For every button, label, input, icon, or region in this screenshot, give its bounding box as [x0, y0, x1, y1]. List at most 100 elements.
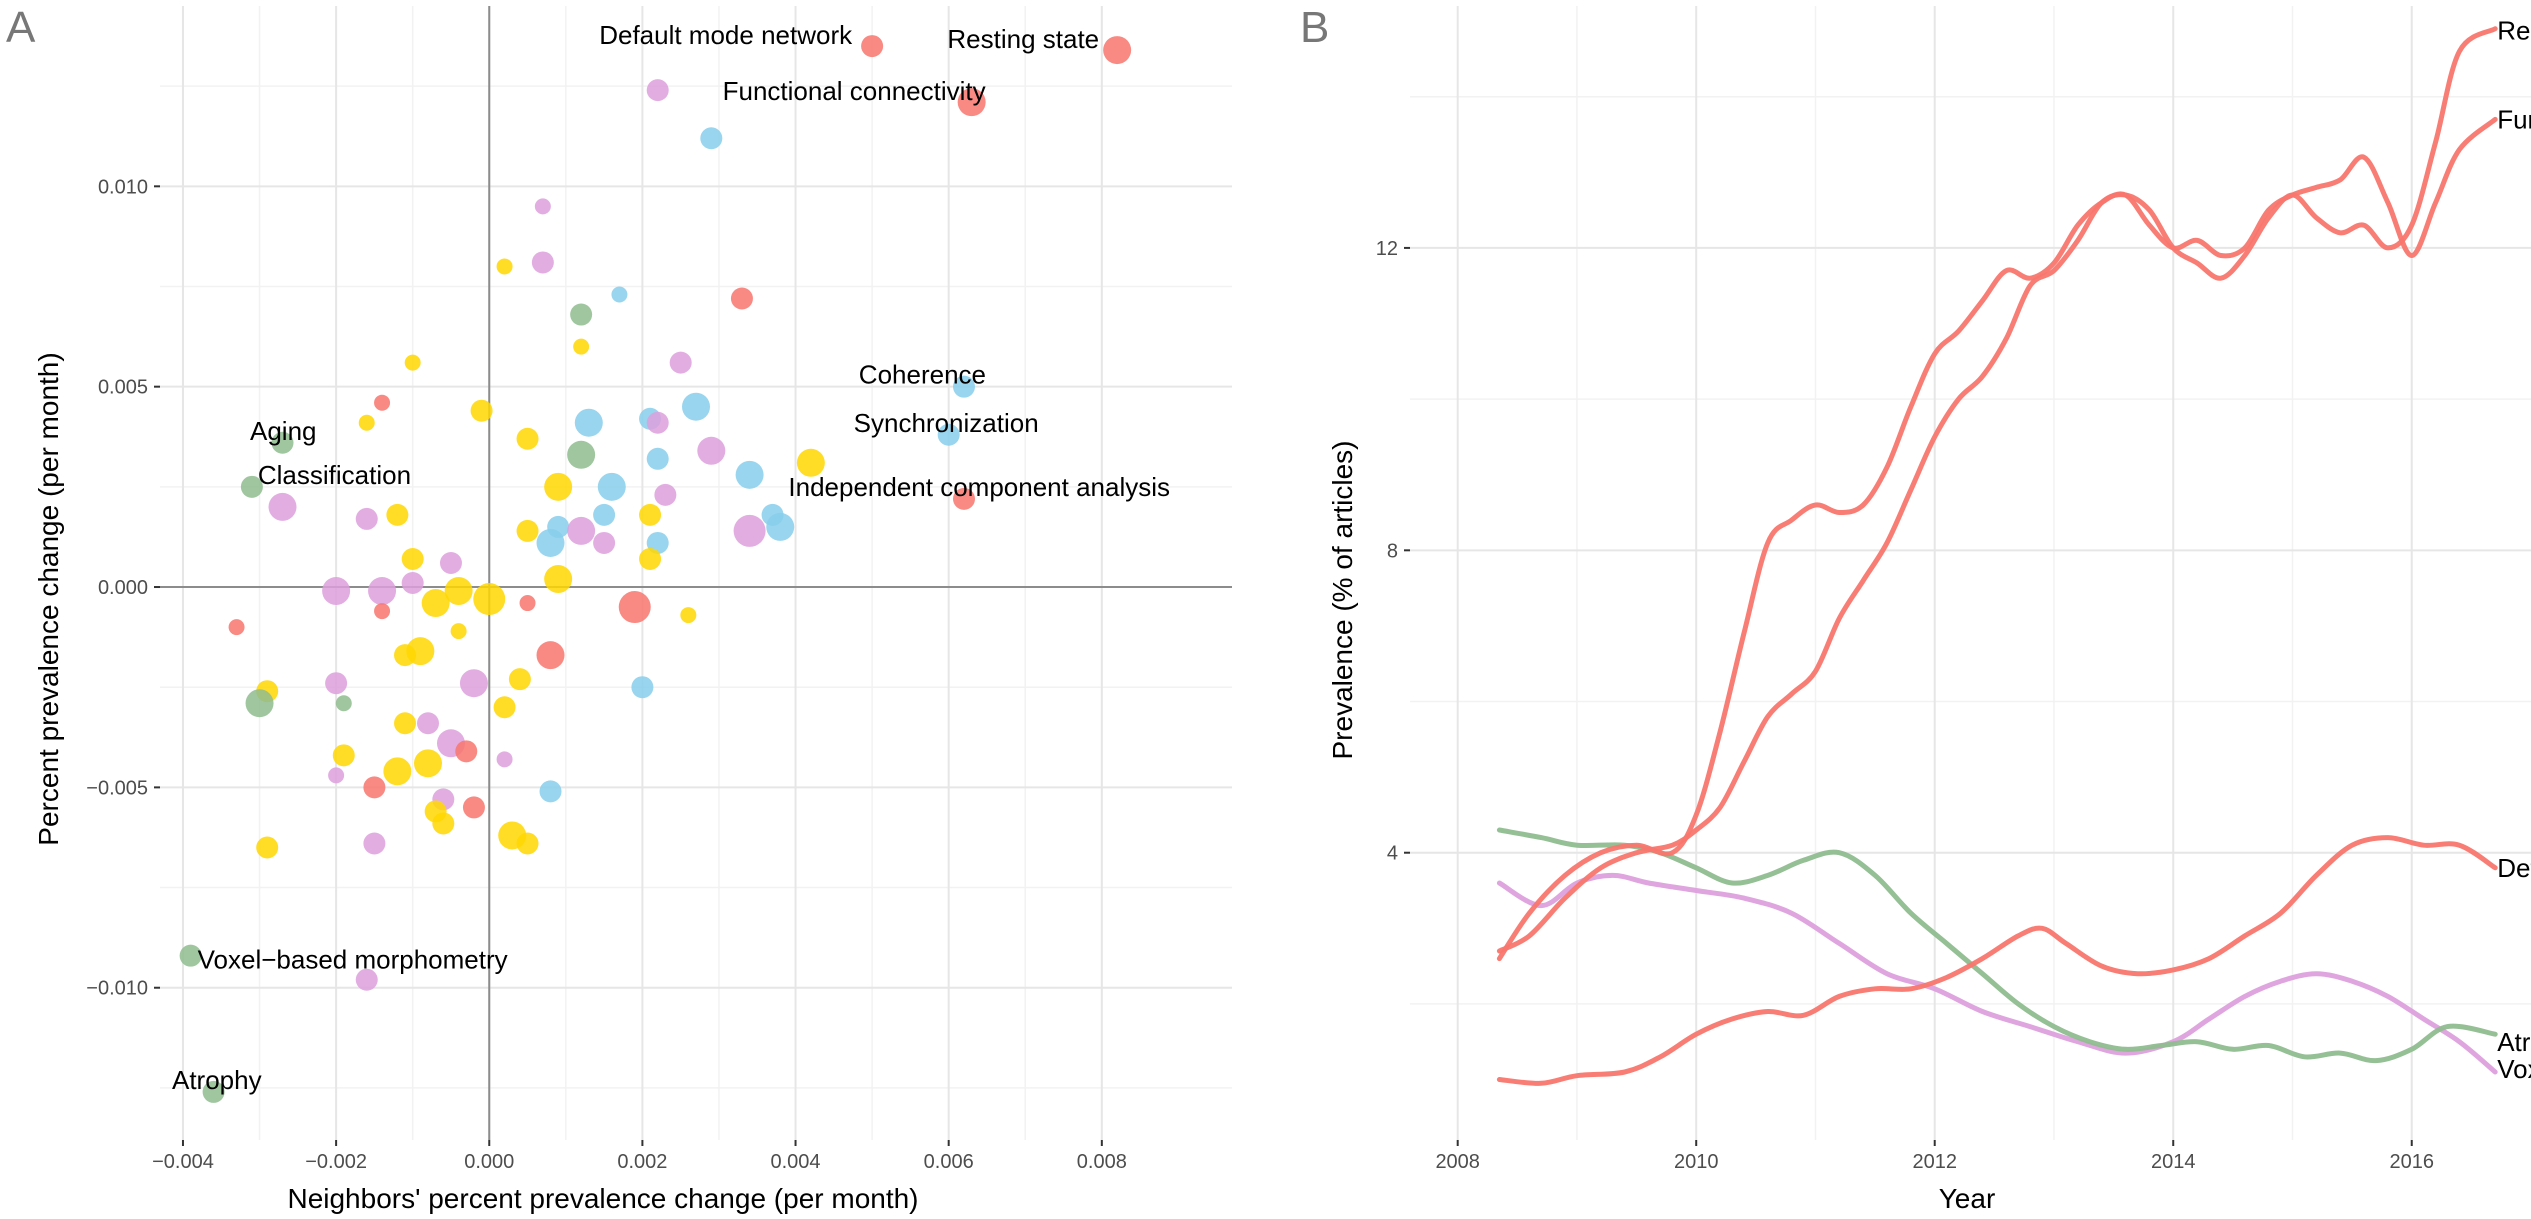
scatter-point-blue: [682, 392, 710, 421]
panel-b-y-tick-label: 4: [1387, 843, 1398, 865]
panel-a-points: [179, 35, 1132, 1103]
panel-a-y-tick-label: 0.000: [98, 577, 148, 599]
panel-a-letter: A: [6, 3, 36, 52]
scatter-point-yellow: [394, 712, 417, 735]
panel-a-y-tick-label: −0.005: [86, 777, 148, 799]
scatter-point-yellow: [450, 623, 467, 640]
scatter-point-red: [618, 591, 651, 624]
series-line-atrophy: [1496, 827, 2498, 1064]
point-label-synchronization: Synchronization: [854, 408, 1039, 438]
scatter-point-yellow: [639, 503, 662, 526]
scatter-point-purple: [534, 198, 551, 215]
series-label-functional-connectivity: Functional connectivity: [2497, 104, 2531, 134]
scatter-point-yellow: [386, 503, 409, 526]
panel-a-y-tick-label: 0.005: [98, 377, 148, 399]
scatter-point-blue: [735, 460, 764, 489]
panel-b-series-labels: Resting state Functional connectivity Defa…: [2497, 16, 2531, 1084]
point-label-aging: Aging: [250, 416, 317, 446]
series-line-resting-state: [1496, 26, 2498, 954]
scatter-point-yellow: [406, 637, 435, 666]
scatter-point-blue: [937, 423, 960, 446]
scatter-point-purple: [646, 411, 669, 434]
scatter-point-yellow: [256, 836, 279, 859]
scatter-point-red: [957, 88, 986, 117]
panel-a-x-tick-label: 0.002: [617, 1151, 667, 1173]
scatter-point-purple: [531, 251, 554, 274]
panel-b-x-axis-title: Year: [1939, 1183, 1996, 1214]
series-label-default-mode-network: Default mode network: [2497, 853, 2531, 883]
scatter-point-green: [335, 695, 352, 712]
point-label-functional-connectivity: Functional connectivity: [723, 76, 986, 106]
scatter-point-red: [374, 603, 391, 620]
panel-a-y-axis-title: Percent prevalence change (per month): [33, 352, 64, 845]
scatter-point-purple: [368, 577, 397, 606]
scatter-point-blue: [539, 780, 562, 803]
scatter-point-red: [228, 619, 245, 636]
scatter-point-red: [519, 595, 536, 612]
scatter-point-yellow: [516, 832, 539, 855]
panel-a-x-axis-title: Neighbors' percent prevalence change (pe…: [287, 1183, 918, 1214]
scatter-point-red: [953, 487, 975, 510]
scatter-point-red: [536, 641, 565, 670]
scatter-point-yellow: [414, 749, 442, 778]
panel-a-x-tick-label: −0.004: [152, 1151, 214, 1173]
scatter-point-red: [455, 740, 478, 763]
scatter-point-blue: [631, 676, 654, 699]
scatter-point-purple: [355, 968, 378, 991]
point-label-atrophy: Atrophy: [172, 1065, 262, 1095]
panel-a-y-tick-label: 0.010: [98, 176, 148, 198]
panel-b-letter: B: [1300, 3, 1329, 52]
scatter-point-yellow: [796, 448, 825, 477]
scatter-point-green: [245, 689, 274, 718]
panel-b-major-grid: [1410, 6, 2531, 1140]
scatter-point-blue: [593, 503, 616, 526]
scatter-point-red: [363, 776, 386, 799]
scatter-point-blue: [536, 528, 565, 557]
panel-b-minor-grid: [1410, 6, 2531, 1140]
scatter-point-yellow: [404, 354, 421, 371]
scatter-point-blue: [766, 512, 795, 541]
scatter-point-green: [271, 431, 294, 454]
scatter-point-yellow: [401, 547, 424, 570]
series-label-voxel-based-morphometry: Voxel−based morphometry: [2497, 1054, 2531, 1084]
panel-b-x-tick-label: 2012: [1912, 1151, 1957, 1173]
scatter-point-purple: [355, 507, 378, 530]
scatter-point-purple: [459, 669, 488, 698]
scatter-point-red: [462, 796, 485, 819]
scatter-point-yellow: [516, 519, 539, 542]
point-label-voxel-based-morphometry: Voxel−based morphometry: [198, 945, 508, 975]
point-label-default-mode-network: Default mode network: [599, 20, 853, 50]
scatter-point-yellow: [496, 258, 513, 275]
scatter-point-blue: [597, 472, 626, 501]
panel-a-minor-grid: [160, 6, 1232, 1140]
scatter-point-yellow: [573, 338, 590, 355]
scatter-point-green: [240, 475, 263, 498]
point-label-classification: Classification: [258, 460, 411, 490]
panel-a-x-tick-label: −0.002: [305, 1151, 367, 1173]
scatter-point-yellow: [680, 607, 697, 624]
scatter-point-purple: [322, 577, 351, 606]
scatter-point-blue: [646, 447, 669, 470]
panel-b-x-tick-label: 2010: [1674, 1151, 1719, 1173]
scatter-point-purple: [697, 436, 726, 465]
point-label-independent-component-analysis: Independent component analysis: [788, 472, 1170, 502]
series-line-functional-connectivity: [1496, 116, 2498, 962]
panel-a-y-ticks: −0.010 −0.005 0.000 0.005 0.010: [86, 176, 160, 1000]
scatter-point-purple: [733, 514, 766, 547]
scatter-point-purple: [268, 492, 297, 521]
scatter-point-green: [567, 440, 596, 469]
panel-b-x-tick-label: 2008: [1435, 1151, 1480, 1173]
panel-b-y-tick-label: 12: [1376, 238, 1398, 260]
scatter-point-yellow: [473, 583, 506, 616]
scatter-point-yellow: [508, 668, 531, 691]
panel-b-y-axis-title: Prevalence (% of articles): [1327, 440, 1358, 759]
scatter-point-red: [1103, 36, 1132, 65]
scatter-point-purple: [401, 572, 424, 595]
scatter-point-purple: [328, 767, 345, 784]
series-line-voxel-based-morphometry: [1496, 872, 2498, 1075]
scatter-point-red: [730, 287, 753, 310]
scatter-point-yellow: [383, 757, 412, 786]
scatter-point-purple: [417, 712, 439, 735]
scatter-point-purple: [646, 79, 669, 102]
scatter-point-blue: [611, 286, 628, 303]
